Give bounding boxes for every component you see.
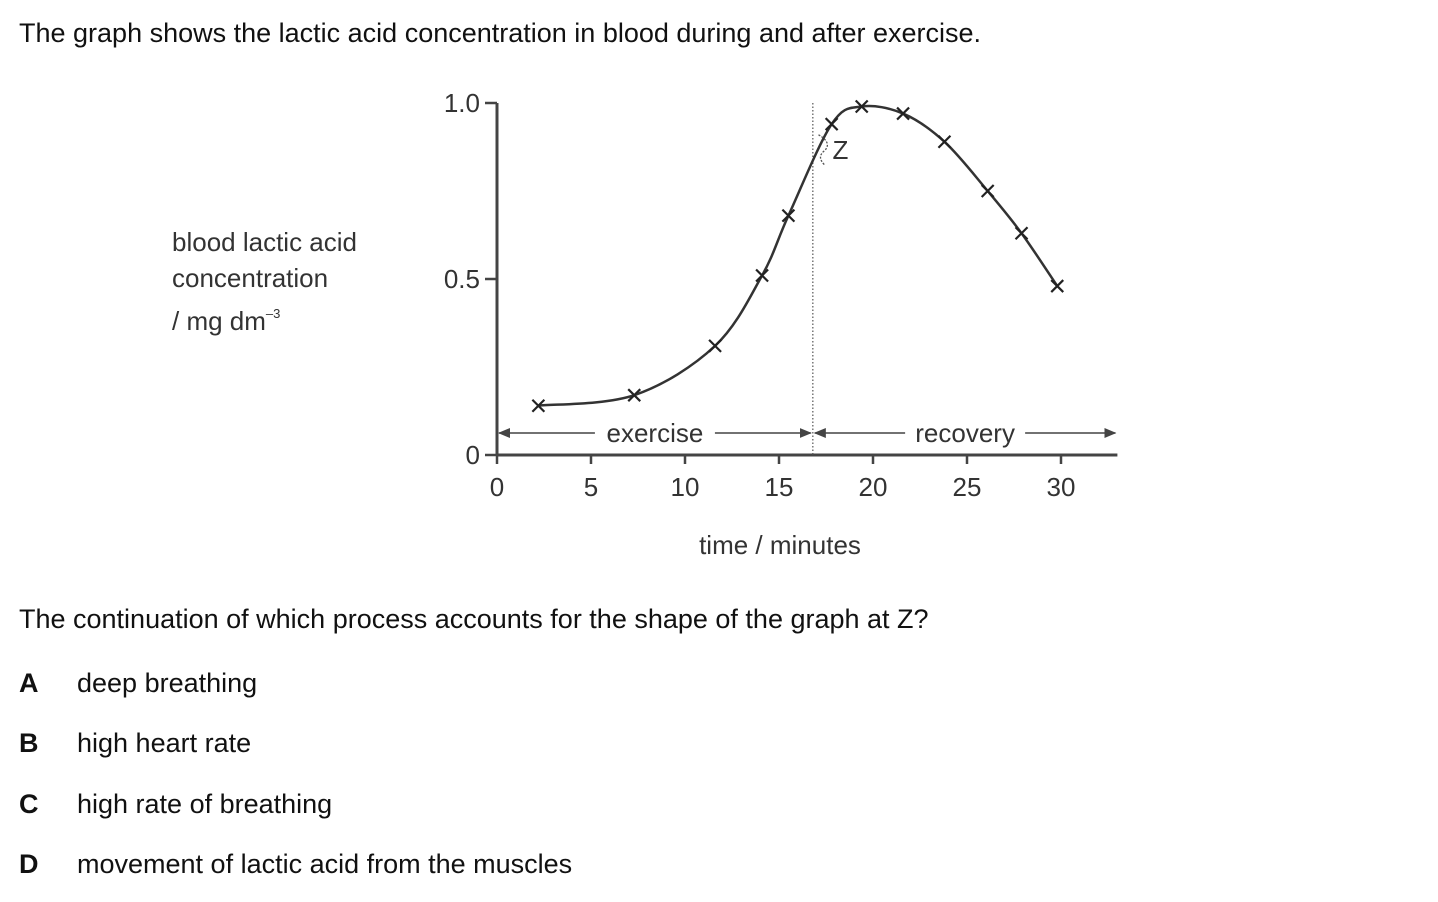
x-axis-label: time / minutes bbox=[699, 530, 861, 560]
y-tick-label: 0.5 bbox=[444, 264, 480, 294]
x-tick-label: 10 bbox=[671, 472, 700, 502]
y-axis-label-unit-line: / mg dm–3 bbox=[172, 296, 357, 339]
phase-label-exercise: exercise bbox=[607, 418, 704, 448]
question-text: The continuation of which process accoun… bbox=[19, 604, 929, 634]
x-tick-label: 25 bbox=[953, 472, 982, 502]
data-point-cross bbox=[708, 339, 722, 353]
y-tick-label: 0 bbox=[466, 440, 480, 470]
x-tick-label: 20 bbox=[859, 472, 888, 502]
y-axis-unit: / mg dm bbox=[172, 306, 266, 336]
y-axis-label-line-2: concentration bbox=[172, 263, 329, 293]
y-axis-label-line-1: blood lactic acid bbox=[172, 227, 357, 257]
data-point-cross bbox=[824, 117, 839, 131]
x-tick-label: 5 bbox=[584, 472, 598, 502]
lactic-acid-curve bbox=[538, 104, 1059, 407]
option-a-text: deep breathing bbox=[77, 668, 258, 698]
option-d-text: movement of lactic acid from the muscles bbox=[77, 849, 573, 879]
z-bracket bbox=[818, 134, 829, 166]
curve-layer bbox=[538, 104, 1059, 407]
data-point-cross bbox=[896, 106, 910, 121]
data-point-cross bbox=[781, 208, 796, 223]
option-c-text: high rate of breathing bbox=[77, 789, 333, 819]
phase-label-recovery: recovery bbox=[915, 418, 1015, 448]
axes-layer: 0 5 10 15 20 25 30 0 0.5 1.0 bbox=[444, 88, 1118, 502]
y-axis-label: blood lactic acid concentration / mg dm–… bbox=[172, 224, 357, 339]
data-point-cross bbox=[980, 184, 995, 198]
data-point-cross bbox=[755, 268, 769, 283]
data-point-cross bbox=[854, 99, 869, 114]
intro-text: The graph shows the lactic acid concentr… bbox=[19, 18, 982, 48]
data-point-cross bbox=[937, 134, 952, 149]
data-point-cross bbox=[531, 398, 546, 413]
data-point-cross bbox=[627, 388, 642, 402]
option-b-letter: B bbox=[19, 728, 39, 758]
option-b-text: high heart rate bbox=[77, 728, 252, 758]
z-annotation-label: Z bbox=[832, 135, 848, 165]
y-tick-label: 1.0 bbox=[444, 88, 480, 118]
x-tick-label: 15 bbox=[765, 472, 794, 502]
data-point-cross bbox=[1050, 279, 1065, 293]
option-a-letter: A bbox=[19, 668, 39, 698]
points-layer bbox=[531, 99, 1065, 413]
x-tick-label: 30 bbox=[1047, 472, 1076, 502]
option-d-letter: D bbox=[19, 849, 39, 879]
option-c-letter: C bbox=[19, 789, 39, 819]
y-axis-unit-exponent: –3 bbox=[265, 306, 281, 321]
x-tick-label: 0 bbox=[490, 472, 504, 502]
data-point-cross bbox=[1014, 226, 1029, 241]
